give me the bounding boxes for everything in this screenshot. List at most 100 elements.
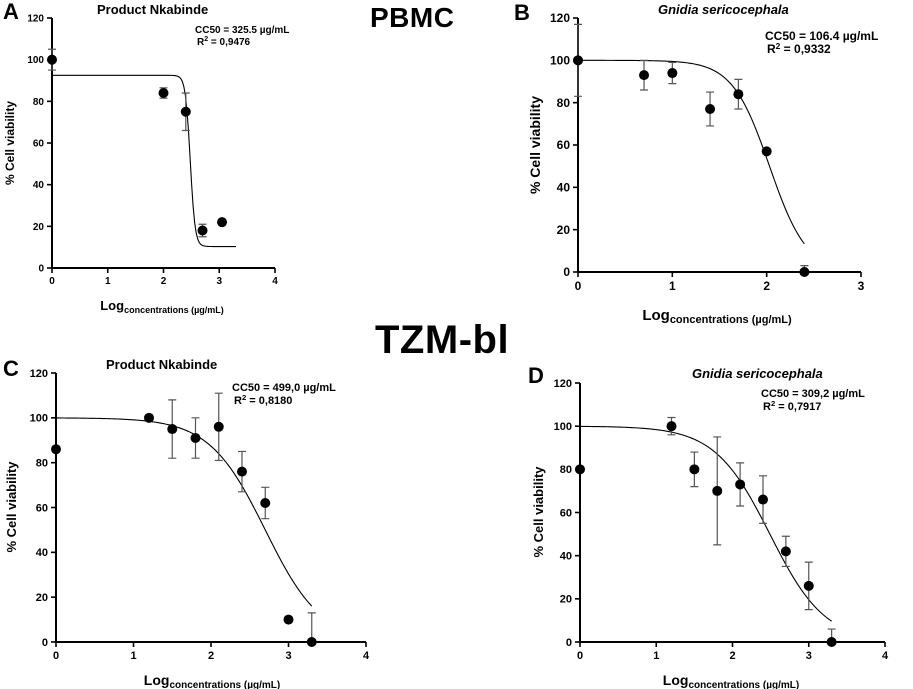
chart-c-title: Product Nkabinde [106,357,217,372]
chart-b-x-tick-label: 0 [575,279,582,293]
chart-b-panel-label: B [514,0,530,25]
chart-c-data-point [213,421,224,432]
chart-d-y-tick-label: 0 [566,637,572,649]
chart-d-cc50-annotation: CC50 = 309,2 µg/mL [761,388,865,400]
chart-b-x-axis-label: Logconcentrations (µg/mL) [642,307,792,326]
chart-a: 0 20 40 60 80 100 120 0 1 2 3 4 A Product Nkabinde % C… [3,0,289,315]
chart-b-y-tick-label: 60 [557,138,571,152]
chart-b-data-point [573,55,583,66]
chart-a-r2-value: = 0,9476 [208,37,250,48]
chart-a-x-tick-label: 0 [49,276,55,287]
chart-a-data-point [217,217,228,228]
chart-d-x-tick-label: 1 [653,650,659,662]
chart-d-x-axis-label-unit: (µg/mL) [760,680,799,689]
chart-a-title: Product Nkabinde [97,2,208,17]
chart-c-x-axis-label: Logconcentrations (µg/mL) [144,672,280,689]
chart-c-r2-sup: 2 [242,393,246,402]
chart-b-x-axis-label-sub: concentrations [670,314,749,326]
chart-b-y-tick-label: 0 [563,265,570,279]
chart-d-x-axis-label: Logconcentrations (µg/mL) [663,672,799,689]
chart-c-data-point [167,424,178,435]
chart-d-data-point [780,546,791,557]
chart-c-data-point [144,412,154,423]
chart-a-r2-sup: 2 [204,36,208,43]
chart-d: 0 20 40 60 80 100 120 0 1 2 3 4 D Gnidia sericocephal… [528,363,889,689]
chart-a-x-tick-label: 4 [272,276,278,287]
chart-b-x-axis-label-unit: (µg/mL) [749,314,792,326]
chart-d-y-tick-label: 100 [554,421,572,433]
chart-c-cc50-annotation: CC50 = 499,0 µg/mL [232,382,336,394]
chart-a-r2-annotation: R2 = 0,9476 [197,36,251,48]
chart-d-data-point [712,485,723,496]
chart-c-y-tick-label: 40 [36,547,48,559]
chart-c-r2-annotation: R2 = 0,8180 [234,393,292,407]
chart-b-data-point [705,104,716,115]
chart-a-x-axis-label: Logconcentrations (µg/mL) [100,298,224,315]
chart-b-data-point [667,68,678,79]
chart-a-y-tick-label: 0 [38,264,44,275]
chart-b-r2-value: = 0,9332 [780,42,831,56]
chart-a-x-tick-label: 3 [216,276,222,287]
chart-c-data-point [283,614,294,625]
chart-b-y-tick-label: 100 [550,54,570,68]
chart-b-y-tick-label: 120 [550,11,570,25]
chart-b-data-point [761,146,772,157]
chart-c-x-tick-label: 2 [208,650,214,662]
chart-b-y-tick-label: 20 [557,223,571,237]
chart-d-r2-sup: 2 [771,399,775,408]
chart-c-x-tick-label: 1 [130,650,136,662]
chart-a-y-tick-label: 80 [33,97,45,108]
chart-d-title: Gnidia sericocephala [692,366,823,381]
chart-a-y-tick-label: 120 [27,14,44,25]
chart-d-data-point [689,464,700,475]
chart-c-x-tick-label: 4 [363,650,370,662]
pbmc-section-title: PBMC [370,2,455,33]
chart-a-x-tick-label: 2 [161,276,167,287]
chart-d-y-tick-label: 60 [560,507,572,519]
chart-a-y-tick-label: 20 [33,222,45,233]
chart-d-data-point [803,580,814,591]
chart-d-y-tick-label: 20 [560,594,572,606]
chart-d-r2-value: = 0,7917 [775,401,821,413]
chart-b-x-tick-label: 1 [669,279,676,293]
chart-a-y-axis-label: % Cell viability [3,101,17,185]
chart-d-x-tick-label: 2 [729,650,735,662]
chart-b-x-axis-label-main: Log [642,307,670,324]
chart-d-r2-base: R [763,401,771,413]
chart-d-data-point [735,479,746,490]
chart-a-panel-label: A [3,0,19,24]
chart-a-data-point [158,88,169,98]
chart-c-data-point [51,444,61,455]
chart-d-x-tick-label: 0 [577,650,583,662]
chart-c-data-point [260,498,271,509]
chart-c-fit-curve [55,417,313,607]
chart-c-x-axis-label-main: Log [144,672,170,688]
tzm-section-title: TZM-bl [375,318,510,362]
chart-c-x-axis-label-sub: concentrations [169,680,241,689]
chart-d-x-tick-label: 4 [882,650,889,662]
chart-c-y-tick-label: 60 [36,502,48,514]
chart-b-data-point [639,70,650,81]
chart-a-y-tick-label: 100 [27,55,44,66]
chart-b-title: Gnidia sericocephala [658,2,789,17]
chart-d-data-point [575,464,585,475]
chart-d-x-tick-label: 3 [806,650,812,662]
chart-b-r2-base: R [767,42,776,56]
chart-c-r2-value: = 0,8180 [246,395,292,407]
chart-c-panel-label: C [3,356,19,381]
chart-c-x-tick-label: 3 [285,650,291,662]
chart-b-y-tick-label: 80 [557,96,571,110]
chart-b-x-tick-label: 2 [763,279,770,293]
chart-d-fit-curve [579,425,832,622]
chart-a-x-axis-label-sub: concentrations [124,305,189,315]
chart-b-r2-annotation: R2 = 0,9332 [767,41,831,56]
chart-d-y-tick-label: 120 [554,378,572,390]
chart-c-y-tick-label: 20 [36,592,48,604]
chart-a-cc50-annotation: CC50 = 325.5 µg/mL [195,25,289,36]
chart-c-x-tick-label: 0 [53,650,59,662]
chart-d-y-tick-label: 80 [560,464,572,476]
chart-a-data-point [47,54,57,65]
chart-c-y-tick-label: 120 [30,368,48,380]
chart-b-y-tick-label: 40 [557,181,571,195]
chart-b-data-point [733,89,744,100]
